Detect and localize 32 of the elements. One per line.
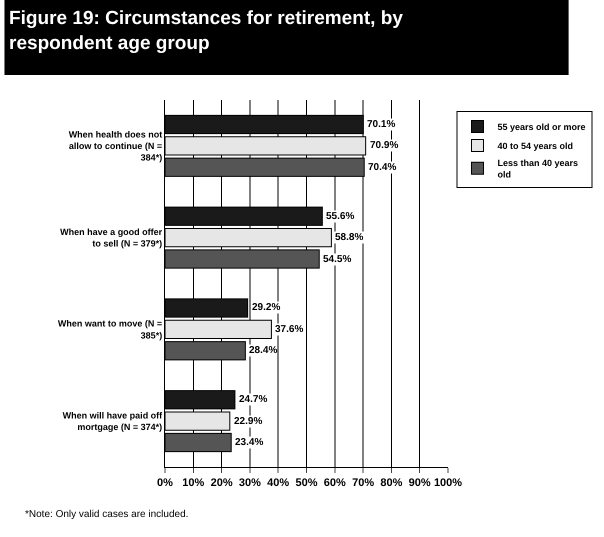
x-tick-label: 10% [182, 477, 205, 490]
data-label: 22.9% [234, 416, 262, 427]
x-tick-label: 100% [434, 477, 462, 490]
data-label: 55.6% [326, 211, 354, 222]
x-tick-label: 0% [157, 477, 174, 490]
legend-label: 55 years old or more [497, 122, 586, 132]
text: *Note: Only valid cases are included. [25, 509, 188, 520]
x-tick-label: 70% [352, 477, 374, 490]
legend-label: Less than 40 years old [497, 158, 578, 180]
x-tick-label: 20% [210, 477, 233, 490]
x-tick-label: 30% [238, 477, 262, 490]
x-tick-label: 50% [295, 477, 318, 490]
data-label: 70.9% [370, 140, 398, 151]
y-tick-label: When want to move (N = 385*) [58, 318, 162, 340]
data-label: 29.2% [252, 302, 280, 313]
legend-label: 40 to 54 years old [497, 141, 574, 152]
x-tick-label: 90% [408, 477, 431, 490]
data-label: 28.4% [249, 345, 278, 356]
y-tick-label: When will have paid off mortgage (N = 374*) [62, 410, 164, 432]
data-label: 23.4% [235, 437, 264, 448]
x-tick-label: 80% [380, 477, 403, 490]
data-label: 70.4% [368, 162, 396, 173]
x-tick-label: 40% [267, 477, 290, 490]
chart-title: Figure 19: Circumstances for retirement, by respondent age group [9, 8, 404, 54]
data-label: 24.7% [239, 394, 268, 405]
data-label: 58.8% [335, 232, 364, 243]
y-tick-label: When health does not allow to continue (N = 384*) [68, 129, 162, 163]
data-label: 70.1% [367, 119, 396, 130]
x-tick-label: 60% [324, 477, 346, 490]
data-label: 37.6% [275, 324, 304, 335]
data-label: 54.5% [323, 254, 352, 265]
y-tick-label: When have a good offer to sell (N = 379*) [60, 226, 163, 249]
